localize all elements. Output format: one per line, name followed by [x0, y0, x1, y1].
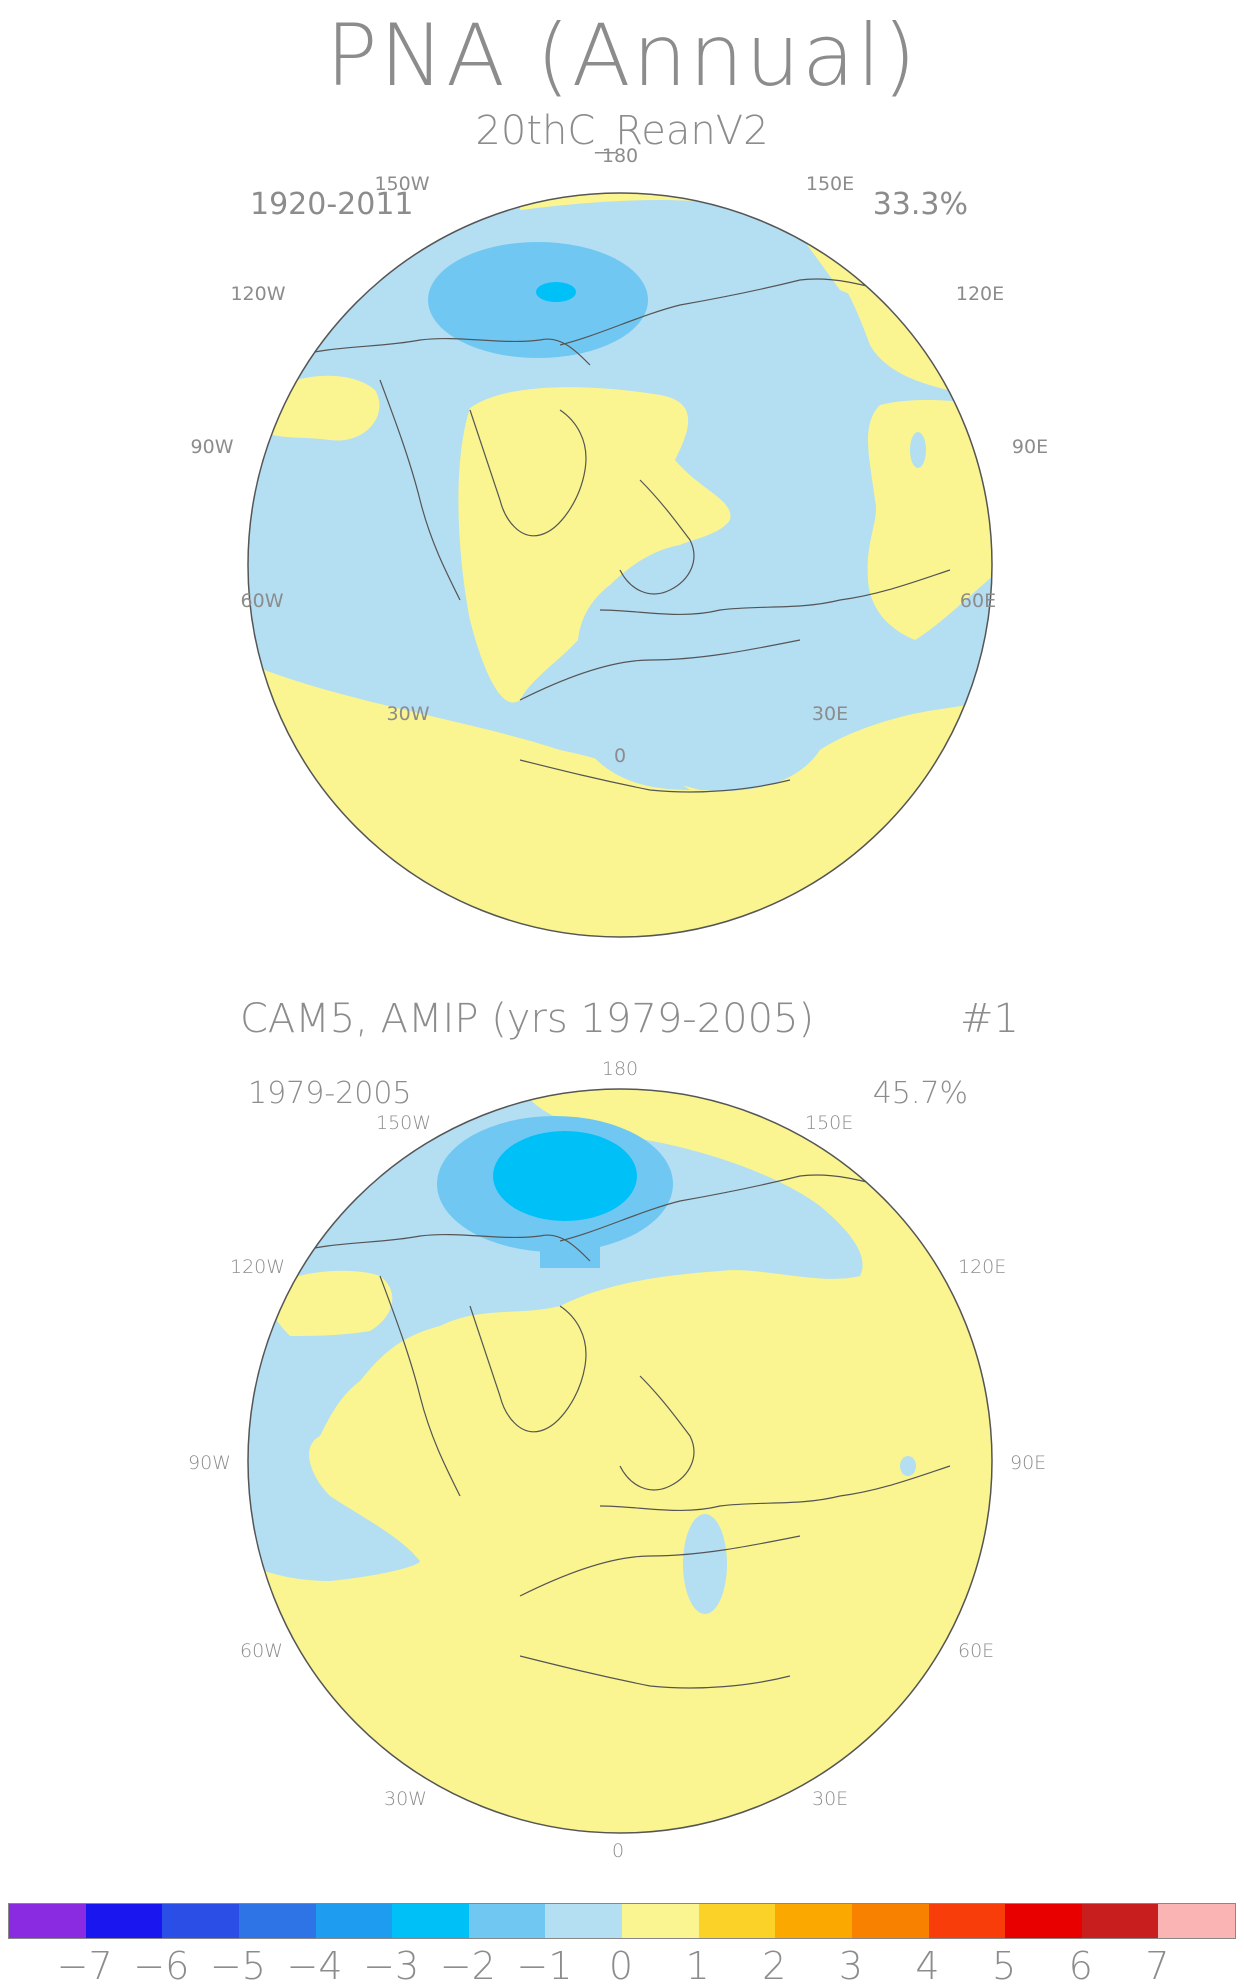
p2-lbl-30e: 30E	[812, 1788, 849, 1810]
colorbar-swatch	[851, 1904, 929, 1938]
p1-lon-90w: 90W	[191, 436, 234, 458]
p1-lon-120e: 120E	[956, 283, 1004, 305]
figure-title: PNA (Annual)	[325, 6, 919, 106]
p2-lbl-30w: 30W	[384, 1788, 427, 1810]
p1-lon-90e: 90E	[1012, 436, 1048, 458]
colorbar-tick-label: −5	[209, 1944, 266, 1988]
colorbar-swatch	[698, 1904, 776, 1938]
panel-1-map: 180 150E 120E 90E 60E 30E 0 30W 60W 90W …	[191, 145, 1048, 938]
colorbar-tick-label: −1	[516, 1944, 573, 1988]
panel-1-title: 20thC_ReanV2	[475, 108, 769, 154]
colorbar-swatch	[238, 1904, 316, 1938]
colorbar	[8, 1903, 1236, 1939]
p1-lon-120w: 120W	[230, 283, 285, 305]
panel-2-map	[247, 1088, 993, 1834]
colorbar-swatch	[1005, 1904, 1082, 1938]
colorbar-swatch	[315, 1904, 393, 1938]
panel-2-percent: 45.7%	[872, 1076, 968, 1111]
p1-lon-180: 180	[602, 145, 638, 167]
p2-lbl-180: 180	[601, 1058, 639, 1080]
colorbar-tick-label: −6	[133, 1944, 190, 1988]
p2-lbl-90w: 90W	[188, 1452, 231, 1474]
colorbar-tick-label: 7	[1145, 1944, 1170, 1988]
colorbar-tick-label: 0	[608, 1944, 634, 1988]
colorbar-swatch	[1158, 1904, 1235, 1938]
colorbar-tick-label: −7	[56, 1944, 113, 1988]
colorbar-swatch	[9, 1904, 86, 1938]
p2-lbl-0: 0	[612, 1840, 625, 1862]
p1-lon-150e: 150E	[806, 173, 854, 195]
colorbar-swatch	[622, 1904, 699, 1938]
colorbar-tick-label: 6	[1068, 1944, 1093, 1988]
colorbar-tick-label: 3	[838, 1944, 863, 1988]
panel-2-anomaly-field	[248, 1089, 992, 1833]
colorbar-swatch	[392, 1904, 469, 1938]
p2-lbl-120e: 120E	[958, 1256, 1007, 1278]
p2-lbl-60w: 60W	[240, 1640, 283, 1662]
panel-2-tag: #1	[960, 996, 1019, 1042]
colorbar-tick-label: −4	[286, 1944, 343, 1988]
colorbar-swatch	[468, 1904, 546, 1938]
colorbar-tick-label: −3	[363, 1944, 420, 1988]
p1-lon-150w: 150W	[374, 173, 429, 195]
colorbar-tick-label: 5	[992, 1944, 1017, 1988]
colorbar-swatch	[928, 1904, 1006, 1938]
panel-2-title: CAM5, AMIP (yrs 1979-2005)	[240, 996, 815, 1042]
p2-lbl-120w: 120W	[230, 1256, 286, 1278]
p2-lbl-150e: 150E	[805, 1112, 854, 1134]
p1-lon-30w: 30W	[387, 703, 430, 725]
colorbar-ticks: −7 −6 −5 −4 −3 −2 −1 0 1 2 3 4 5 6 7	[8, 1944, 1234, 1988]
p2-lbl-60e: 60E	[958, 1640, 995, 1662]
colorbar-tick-label: −2	[439, 1944, 496, 1988]
colorbar-swatch	[85, 1904, 163, 1938]
panel-2-period: 1979-2005	[248, 1076, 412, 1111]
panel-1-period: 1920-2011	[250, 187, 414, 222]
colorbar-swatch	[162, 1904, 239, 1938]
colorbar-tick-label: 1	[685, 1944, 710, 1988]
panel-1-anomaly-field	[248, 193, 992, 937]
colorbar-swatch	[1081, 1904, 1159, 1938]
p1-lon-30e: 30E	[812, 703, 848, 725]
p2-lbl-150w: 150W	[376, 1112, 432, 1134]
p1-lon-60w: 60W	[241, 590, 284, 612]
colorbar-tick-label: 2	[762, 1944, 787, 1988]
p1-lon-0: 0	[614, 745, 626, 767]
colorbar-swatch	[775, 1904, 852, 1938]
colorbar-swatch	[545, 1904, 622, 1938]
panel-1-percent: 33.3%	[873, 187, 968, 222]
p1-lon-60e: 60E	[960, 590, 996, 612]
colorbar-tick-label: 4	[915, 1944, 940, 1988]
p2-lbl-90e: 90E	[1010, 1452, 1047, 1474]
